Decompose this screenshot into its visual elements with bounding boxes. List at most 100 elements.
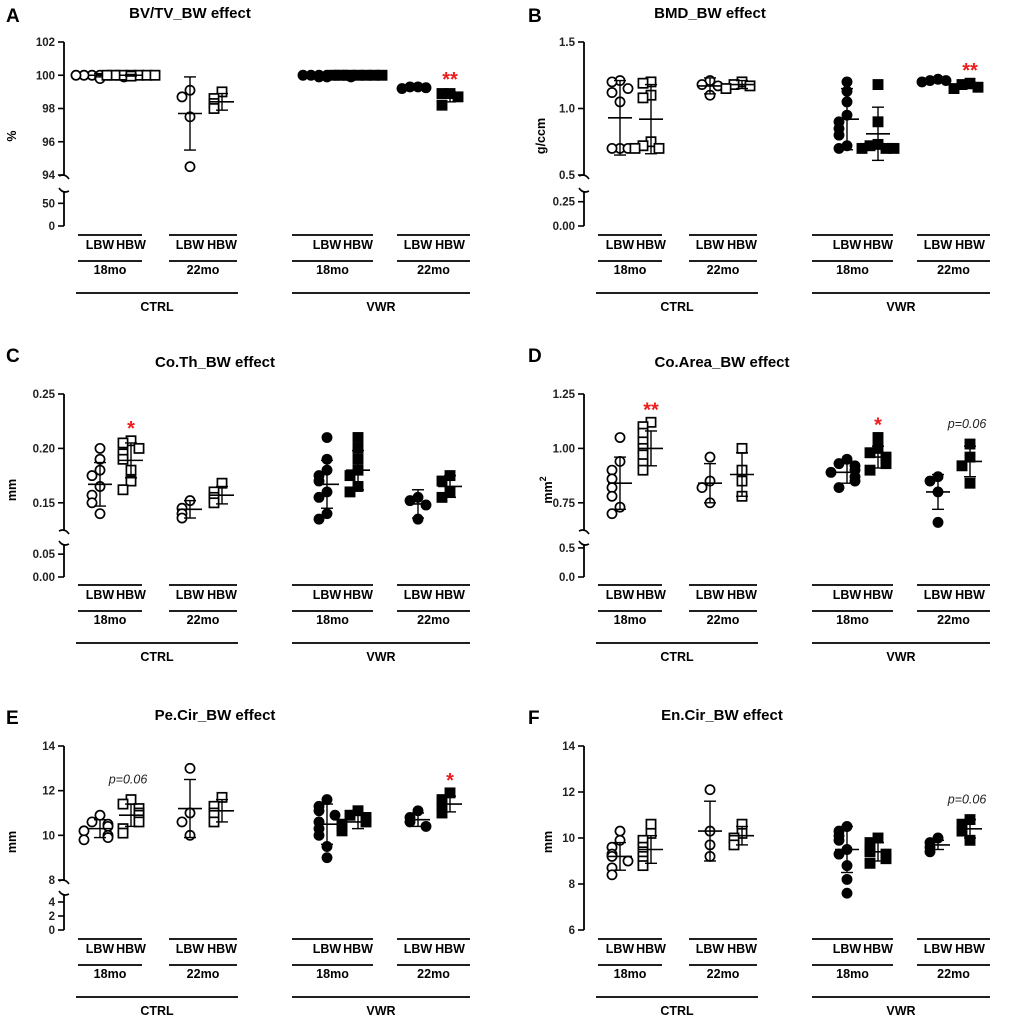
data-point xyxy=(833,129,845,141)
x-label-condition: CTRL xyxy=(660,650,694,664)
group-CTRL-18mo-LBW xyxy=(78,809,114,846)
group-CTRL-18mo-HBW xyxy=(637,818,663,872)
axis-break-mark xyxy=(578,187,590,193)
significance-mark: ** xyxy=(643,399,659,421)
x-label-weight: HBW xyxy=(435,942,465,956)
x-label-weight: HBW xyxy=(863,238,893,252)
x-label-age: 22mo xyxy=(707,613,740,627)
group-CTRL-18mo-LBW xyxy=(606,432,632,520)
x-label-weight: LBW xyxy=(696,942,725,956)
data-point xyxy=(329,809,341,821)
x-label-age: 22mo xyxy=(187,967,220,981)
x-label-weight: LBW xyxy=(176,588,205,602)
chart-title: En.Cir_BW effect xyxy=(661,707,783,724)
x-label-age: 22mo xyxy=(187,613,220,627)
x-label-weight: LBW xyxy=(313,942,342,956)
y-tick-label: 10 xyxy=(42,830,55,842)
y-axis-label-text: mm xyxy=(5,479,19,501)
y-axis-label: mm xyxy=(5,479,19,501)
group-VWR-18mo-HBW xyxy=(864,432,892,476)
data-point xyxy=(94,809,106,821)
data-point xyxy=(622,83,634,95)
data-point xyxy=(606,508,618,520)
data-point xyxy=(833,834,845,846)
x-label-condition: CTRL xyxy=(140,650,174,664)
x-label-age: 18mo xyxy=(316,613,349,627)
x-label-weight: LBW xyxy=(86,238,115,252)
x-label-age: 18mo xyxy=(316,967,349,981)
data-point xyxy=(313,491,325,503)
x-label-age: 18mo xyxy=(316,263,349,277)
panel-letter: D xyxy=(528,346,542,367)
data-point xyxy=(436,88,448,99)
data-point xyxy=(864,464,876,476)
data-point xyxy=(184,161,196,173)
x-label-age: 22mo xyxy=(937,263,970,277)
data-point xyxy=(133,816,145,828)
x-label-age: 22mo xyxy=(937,613,970,627)
group-CTRL-18mo-LBW xyxy=(86,442,112,520)
data-point xyxy=(872,432,884,443)
data-point xyxy=(825,466,837,478)
group-CTRL-22mo-HBW xyxy=(720,76,756,94)
chart-title: Co.Th_BW effect xyxy=(155,354,275,371)
x-label-weight: HBW xyxy=(435,238,465,252)
x-label-age: 18mo xyxy=(614,263,647,277)
x-label-age: 18mo xyxy=(836,613,869,627)
x-label-weight: HBW xyxy=(343,942,373,956)
chart-title: Pe.Cir_BW effect xyxy=(155,707,276,724)
group-VWR-18mo-LBW xyxy=(833,821,859,899)
x-label-condition: VWR xyxy=(886,1004,915,1018)
x-label-weight: LBW xyxy=(833,942,862,956)
x-label-age: 22mo xyxy=(417,613,450,627)
data-point xyxy=(606,473,618,485)
x-label-weight: LBW xyxy=(696,588,725,602)
x-label-weight: HBW xyxy=(727,942,757,956)
data-point xyxy=(328,69,340,81)
x-label-age: 22mo xyxy=(187,263,220,277)
data-point xyxy=(924,846,936,858)
group-VWR-22mo-HBW xyxy=(436,787,462,819)
chart-title: BMD_BW effect xyxy=(654,5,766,22)
y-tick-label: 102 xyxy=(36,37,55,49)
panel-letter: C xyxy=(6,346,20,367)
y-axis-label-text: mm xyxy=(541,831,555,853)
data-point xyxy=(888,142,900,154)
data-point xyxy=(606,87,618,98)
y-tick-label: 50 xyxy=(42,198,55,210)
p-value-label: p=0.06 xyxy=(947,793,987,807)
y-axis-label-text: % xyxy=(5,130,19,141)
y-tick-label: 100 xyxy=(36,70,55,82)
y-tick-label: 0.20 xyxy=(33,443,55,455)
y-tick-label: 1.00 xyxy=(553,443,575,455)
x-label-weight: HBW xyxy=(863,588,893,602)
y-tick-label: 2 xyxy=(49,911,55,923)
y-tick-label: 4 xyxy=(49,897,56,909)
group-CTRL-22mo-HBW xyxy=(208,791,234,828)
data-point xyxy=(696,79,708,91)
x-label-weight: HBW xyxy=(435,588,465,602)
x-label-weight: LBW xyxy=(924,238,953,252)
group-CTRL-18mo-HBW xyxy=(101,69,161,82)
group-VWR-18mo-LBW xyxy=(313,432,339,525)
group-VWR-18mo-LBW xyxy=(825,453,861,494)
y-axis-label: % xyxy=(5,130,19,141)
x-label-weight: LBW xyxy=(313,238,342,252)
data-point xyxy=(841,873,853,885)
data-point xyxy=(637,449,649,461)
y-tick-label: 12 xyxy=(42,786,55,798)
data-point xyxy=(78,834,90,846)
data-point xyxy=(614,825,626,837)
y-axis-label-superscript: 2 xyxy=(538,476,548,481)
group-CTRL-22mo-HBW xyxy=(730,442,754,502)
x-label-weight: LBW xyxy=(696,238,725,252)
y-tick-label: 1.5 xyxy=(559,37,576,49)
x-label-weight: HBW xyxy=(863,942,893,956)
panel-letter: B xyxy=(528,6,542,27)
data-point xyxy=(704,784,716,796)
data-point xyxy=(297,69,309,81)
y-tick-label: 0.0 xyxy=(559,572,575,584)
y-tick-label: 10 xyxy=(562,833,575,845)
group-VWR-18mo-HBW xyxy=(336,805,372,837)
